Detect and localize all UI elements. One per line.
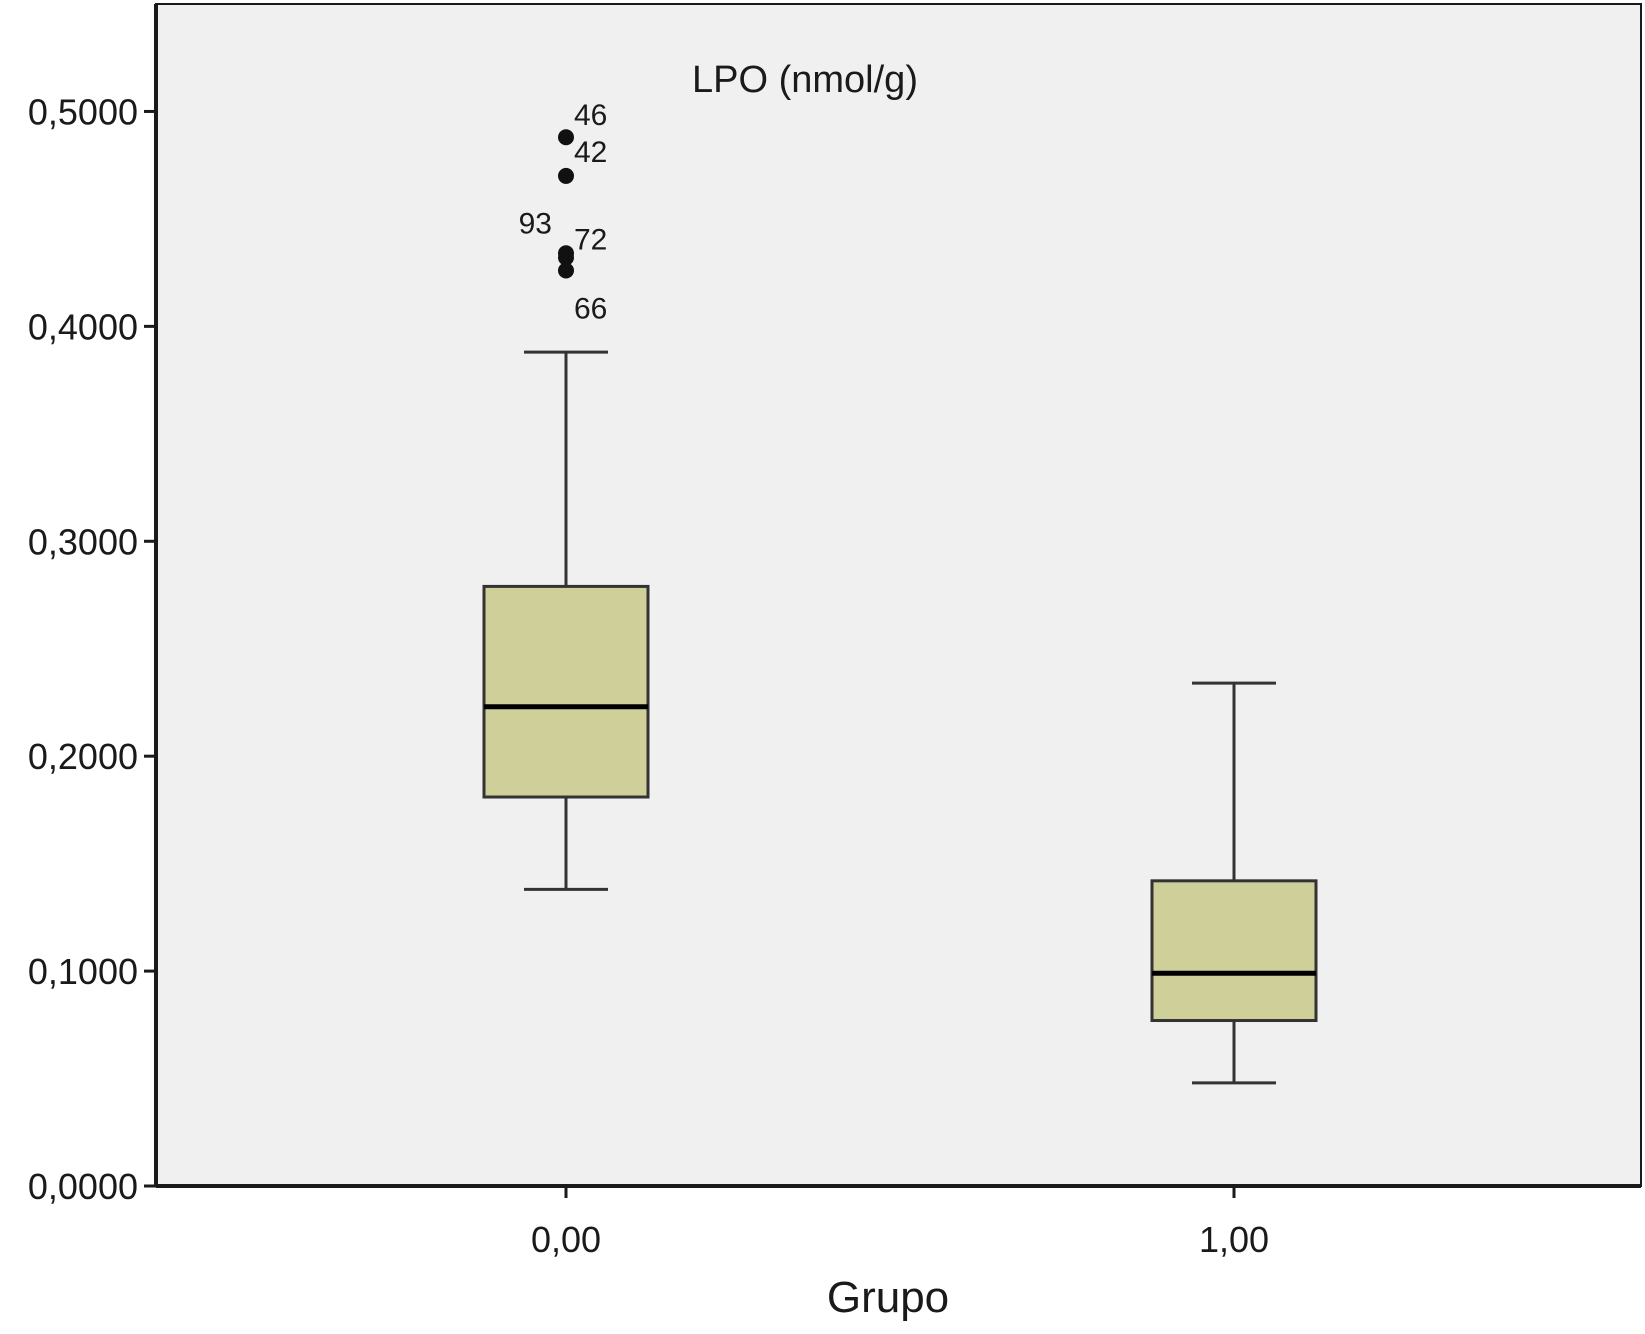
box-iqr [1150, 879, 1318, 1023]
outlier-label: 93 [519, 207, 552, 240]
y-tick-label: 0,3000 [28, 521, 138, 562]
outlier-point [558, 249, 574, 266]
outlier-label: 72 [574, 224, 607, 257]
outlier-point [558, 262, 574, 279]
x-tick-label: 0,00 [531, 1219, 601, 1260]
x-axis-ticks: 0,00 1,00 [531, 1186, 1269, 1260]
outlier-label: 42 [574, 136, 607, 169]
plot-area [155, 3, 1642, 1187]
box-group [1150, 681, 1318, 1085]
y-axis-ticks: 0,0000 0,1000 0,2000 0,3000 0,4000 0,5000 [28, 91, 156, 1207]
y-tick-label: 0,0000 [28, 1166, 138, 1207]
y-tick-label: 0,2000 [28, 736, 138, 777]
outlier-point [558, 167, 574, 184]
outlier-label: 66 [574, 292, 607, 325]
chart-title: LPO (nmol/g) [692, 59, 918, 101]
outlier-label: 46 [574, 99, 607, 132]
y-tick-label: 0,5000 [28, 91, 138, 132]
x-tick-label: 1,00 [1199, 1219, 1269, 1260]
box-series: 46 42 93 72 66 [482, 99, 1318, 1085]
box-iqr [482, 584, 650, 799]
x-axis-label: Grupo [827, 1273, 949, 1322]
y-tick-label: 0,1000 [28, 951, 138, 992]
y-tick-label: 0,4000 [28, 306, 138, 347]
box-group [482, 129, 650, 891]
outlier-point [558, 129, 574, 146]
